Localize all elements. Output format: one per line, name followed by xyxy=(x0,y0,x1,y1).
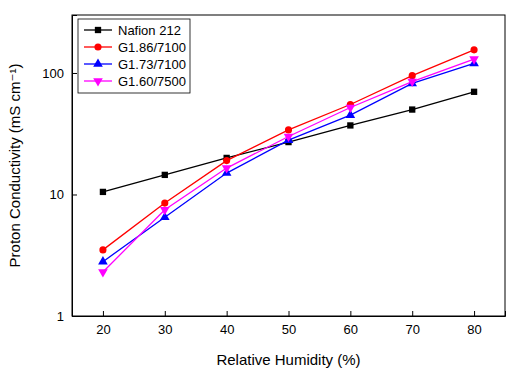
data-point xyxy=(346,105,356,113)
legend-label: G1.73/7100 xyxy=(118,57,186,72)
y-axis-line xyxy=(73,16,78,317)
x-tick-label: 70 xyxy=(405,322,419,337)
y-tick: 100 xyxy=(42,66,77,81)
legend-marker xyxy=(93,58,103,66)
y-tick-mark xyxy=(72,73,77,74)
x-tick-mark xyxy=(474,311,475,316)
y-tick-label: 10 xyxy=(50,187,64,202)
x-tick-mark xyxy=(289,311,290,316)
data-point xyxy=(285,126,292,133)
legend-marker xyxy=(95,27,101,33)
x-tick-label: 80 xyxy=(467,322,481,337)
x-tick-label: 40 xyxy=(220,322,234,337)
data-point xyxy=(98,269,108,277)
x-axis: 20 30 40 50 60 70 80 xyxy=(73,311,506,337)
data-point xyxy=(222,165,232,173)
x-tick-mark xyxy=(350,311,351,316)
x-tick-mark xyxy=(165,311,166,316)
data-point xyxy=(407,79,417,87)
data-point xyxy=(100,189,106,195)
legend-label: G1.86/7100 xyxy=(118,40,186,55)
data-point xyxy=(162,172,168,178)
x-tick-mark xyxy=(412,311,413,316)
x-tick-label: 20 xyxy=(96,322,110,337)
y-tick-mark xyxy=(72,194,77,195)
data-point xyxy=(161,199,168,206)
x-tick: 20 xyxy=(96,311,110,337)
x-tick-label: 50 xyxy=(282,322,296,337)
x-tick: 50 xyxy=(282,311,296,337)
legend-label: G1.60/7500 xyxy=(118,74,186,89)
y-tick-label: 100 xyxy=(42,66,64,81)
data-point xyxy=(284,134,294,142)
x-tick: 80 xyxy=(467,311,481,337)
x-tick: 60 xyxy=(344,311,358,337)
x-tick-label: 30 xyxy=(158,322,172,337)
x-tick-label: 60 xyxy=(344,322,358,337)
data-point xyxy=(98,256,108,264)
y-tick: 1 xyxy=(57,309,77,324)
x-tick-mark xyxy=(103,311,104,316)
x-tick: 70 xyxy=(405,311,419,337)
legend-box xyxy=(78,19,190,93)
y-axis: 1 10 100 xyxy=(42,16,77,324)
data-point xyxy=(160,207,170,215)
data-point xyxy=(99,246,106,253)
legend-marker xyxy=(94,43,101,50)
y-tick-label: 1 xyxy=(57,309,64,324)
y-axis-title: Proton Conductivity (mS cm⁻¹) xyxy=(6,64,23,268)
plot-frame xyxy=(72,15,505,316)
data-point xyxy=(223,157,230,164)
data-point xyxy=(347,122,353,128)
data-point xyxy=(469,56,479,64)
x-tick: 30 xyxy=(158,311,172,337)
x-axis-line xyxy=(73,311,506,317)
series-line xyxy=(103,92,474,192)
y-tick-mark xyxy=(72,316,77,317)
data-point xyxy=(471,89,477,95)
legend: Nafion 212 G1.86/7100 G1.73/7100 G1.60/7500 xyxy=(78,19,190,93)
data-area xyxy=(98,46,479,277)
data-point xyxy=(471,46,478,53)
legend-label: Nafion 212 xyxy=(118,23,181,38)
plot: 20 30 40 50 60 70 80 1 10 100 Nafion 212 G1.86/7100… xyxy=(42,15,505,337)
data-point xyxy=(407,78,417,86)
chart: 20 30 40 50 60 70 80 1 10 100 Nafion 212 G1.86/7100… xyxy=(0,0,527,377)
legend-marker xyxy=(93,78,103,86)
x-axis-title: Relative Humidity (%) xyxy=(216,351,360,368)
x-tick-mark xyxy=(227,311,228,316)
x-tick: 40 xyxy=(220,311,234,337)
data-point xyxy=(409,106,415,112)
y-tick: 10 xyxy=(50,187,77,202)
